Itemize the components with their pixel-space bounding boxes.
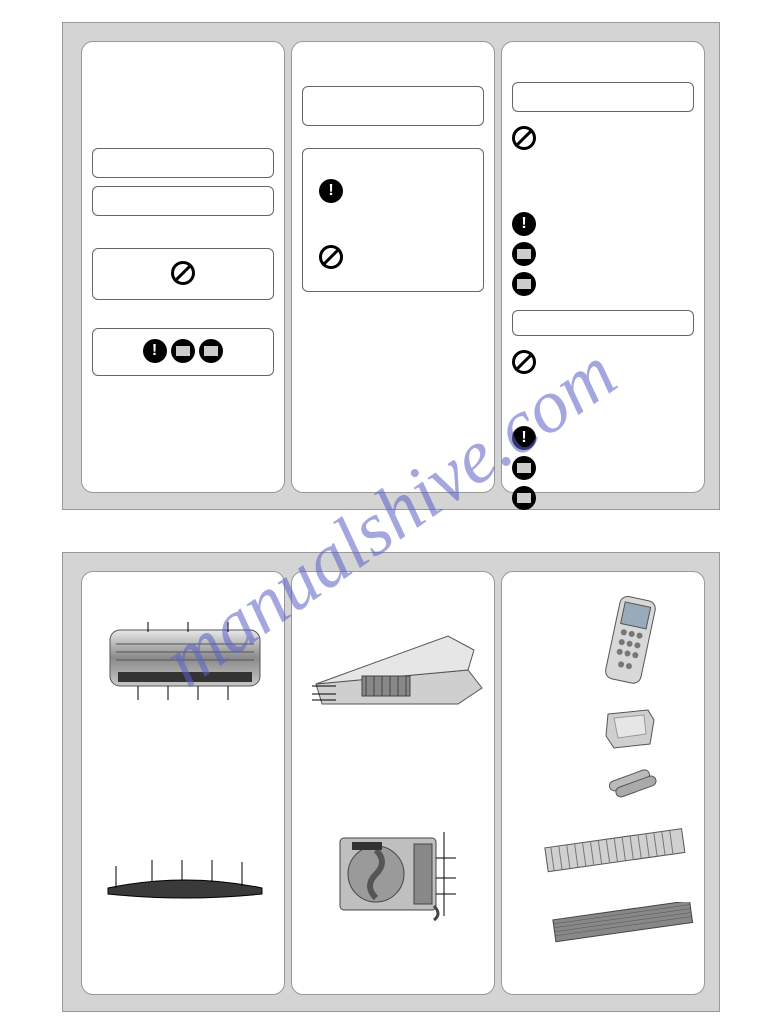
indoor-unit-closed: [108, 622, 264, 700]
icon-group: [502, 486, 704, 516]
plug-icon: [171, 339, 195, 363]
icon-group: !: [502, 206, 704, 242]
prohibit-icon: [319, 245, 343, 269]
exclamation-icon: !: [143, 339, 167, 363]
action-icon: [512, 272, 536, 296]
warning-box: [92, 186, 274, 216]
indoor-unit-open: [308, 618, 486, 718]
action-icon: [199, 339, 223, 363]
prohibit-box: [92, 248, 274, 300]
safety-col-3: ! !: [501, 41, 705, 493]
warning-box: [512, 82, 694, 112]
product-col-2: [291, 571, 495, 995]
warning-box: [302, 86, 484, 126]
plug-icon: [512, 242, 536, 266]
safety-col-1: !: [81, 41, 285, 493]
icon-group: [502, 344, 704, 380]
outdoor-unit: [334, 828, 466, 924]
plug-icon: [512, 456, 536, 480]
manual-page: ! ! !: [0, 0, 779, 1034]
caution-box: !: [92, 328, 274, 376]
accessories-col: [501, 571, 705, 995]
exclamation-icon: !: [512, 212, 536, 236]
exclamation-icon: !: [512, 426, 536, 450]
air-filter-2: [550, 902, 698, 944]
safety-precautions-block: ! ! !: [62, 22, 720, 510]
action-icon: [512, 486, 536, 510]
warning-box: [512, 310, 694, 336]
prohibit-icon: [171, 261, 195, 285]
icon-group: [502, 120, 704, 156]
caution-group-box: !: [302, 148, 484, 292]
warning-box: [92, 148, 274, 178]
icon-group: !: [502, 420, 704, 456]
batteries: [604, 768, 664, 800]
remote-control: [598, 594, 664, 690]
icon-group: [502, 242, 704, 272]
remote-holder: [600, 706, 660, 752]
exclamation-icon: !: [319, 179, 343, 203]
product-overview-block: [62, 552, 720, 1012]
prohibit-icon: [512, 350, 536, 374]
product-col-1: [81, 571, 285, 995]
air-filter-1: [542, 828, 690, 874]
safety-col-2: !: [291, 41, 495, 493]
indicator-panel: [102, 858, 268, 902]
prohibit-icon: [512, 126, 536, 150]
icon-group: [502, 456, 704, 486]
icon-group: [502, 272, 704, 302]
